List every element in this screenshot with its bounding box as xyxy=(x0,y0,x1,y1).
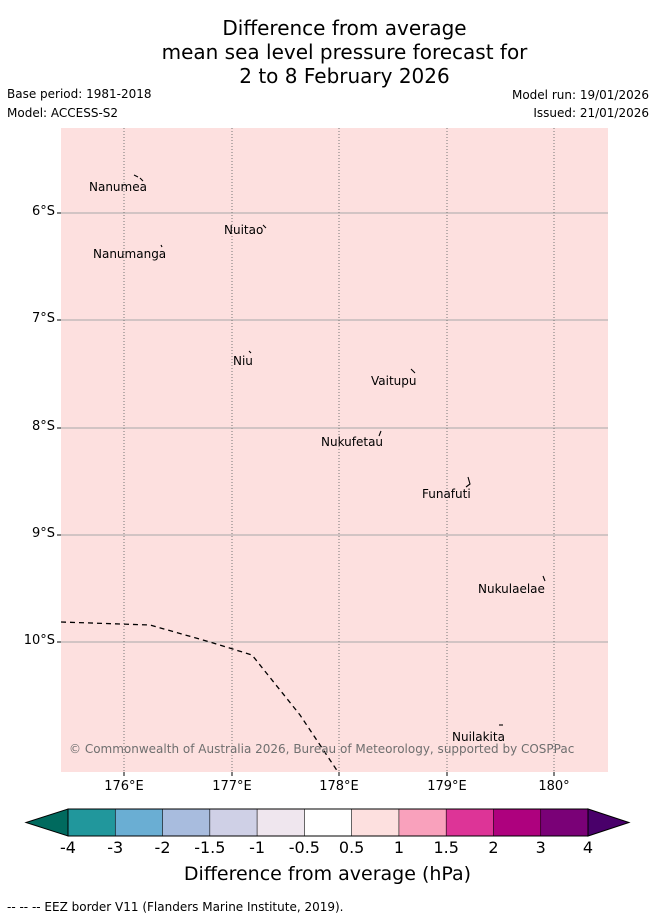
lat-label-7s: 7°S xyxy=(31,311,55,326)
lat-label-10s: 10°S xyxy=(23,633,55,648)
island-shape-nukulaelae xyxy=(542,575,546,582)
colorbar-tick-label: -1.5 xyxy=(194,838,226,857)
colorbar-segment xyxy=(446,809,494,836)
colorbar-segment xyxy=(351,809,399,836)
colorbar-tick-label: 1 xyxy=(393,838,404,857)
lon-label-178e: 178°E xyxy=(319,779,359,794)
island-label-nukufetau: Nukufetau xyxy=(321,435,384,449)
model-name: Model: ACCESS-S2 xyxy=(7,106,119,120)
island-label-vaitupu: Vaitupu xyxy=(371,374,417,388)
colorbar-segment xyxy=(304,809,352,836)
title-line-2: mean sea level pressure forecast for xyxy=(161,40,528,64)
island-shape-niu xyxy=(248,350,252,354)
island-shape-nanumea xyxy=(133,174,144,182)
title-line-3: 2 to 8 February 2026 xyxy=(239,64,450,88)
island-shape-funafuti xyxy=(465,476,471,488)
island-label-nukulaelae: Nukulaelae xyxy=(478,582,545,596)
island-label-nanumanga: Nanumanga xyxy=(93,247,167,261)
colorbar-tick-label: 4 xyxy=(582,838,594,857)
colorbar-segment xyxy=(540,809,588,836)
island-shape-vaitupu xyxy=(410,368,416,374)
lat-label-8s: 8°S xyxy=(31,419,55,434)
colorbar-segment xyxy=(398,809,447,836)
colorbar-segment xyxy=(209,809,258,836)
island-label-nuitao: Nuitao xyxy=(224,223,264,237)
colorbar-tick-label: 3 xyxy=(535,838,546,857)
copyright-credit: © Commonwealth of Australia 2026, Bureau… xyxy=(69,742,575,756)
lon-label-180: 180° xyxy=(538,779,570,794)
colorbar xyxy=(24,808,631,837)
colorbar-tick-label: 1.5 xyxy=(433,838,459,857)
colorbar-tick-label: 0.5 xyxy=(338,838,365,857)
island-label-niu: Niu xyxy=(233,354,253,368)
colorbar-tick-label: -4 xyxy=(60,838,76,857)
island-label-funafuti: Funafuti xyxy=(422,487,471,501)
base-period: Base period: 1981-2018 xyxy=(7,87,152,101)
island-label-nanumea: Nanumea xyxy=(89,180,147,194)
colorbar-segment xyxy=(115,809,163,836)
eez-border xyxy=(60,621,339,773)
colorbar-tick-label: -3 xyxy=(107,838,124,857)
lat-label-6s: 6°S xyxy=(31,204,55,219)
colorbar-segment xyxy=(162,809,210,836)
colorbar-segment xyxy=(68,809,116,836)
colorbar-tick-label: -2 xyxy=(154,838,171,857)
island-shape-nuitao xyxy=(262,224,267,229)
title-line-1: Difference from average xyxy=(222,16,467,40)
colorbar-segment xyxy=(493,809,541,836)
issued-date: Issued: 21/01/2026 xyxy=(533,106,649,120)
colorbar-tick-label: -1 xyxy=(249,838,266,857)
lon-label-177e: 177°E xyxy=(212,779,252,794)
chart-title: Difference from average mean sea level p… xyxy=(0,16,655,88)
map-area xyxy=(61,128,608,772)
island-shape-nanumanga xyxy=(160,244,163,248)
lon-label-176e: 176°E xyxy=(104,779,144,794)
colorbar-tick-label: 2 xyxy=(488,838,499,857)
colorbar-segment xyxy=(257,809,305,836)
island-shape-nukufetau xyxy=(378,430,382,437)
colorbar-arrow-low xyxy=(24,808,69,837)
island-label-nuilakita: Nuilakita xyxy=(452,730,505,744)
colorbar-tick-label: -0.5 xyxy=(288,838,320,857)
lat-label-9s: 9°S xyxy=(31,526,55,541)
colorbar-title: Difference from average (hPa) xyxy=(183,863,472,885)
model-run: Model run: 19/01/2026 xyxy=(511,88,649,102)
colorbar-arrow-high xyxy=(587,808,631,837)
lon-label-179e: 179°E xyxy=(427,779,467,794)
eez-legend-footer: -- -- -- EEZ border V11 (Flanders Marine… xyxy=(7,900,344,914)
